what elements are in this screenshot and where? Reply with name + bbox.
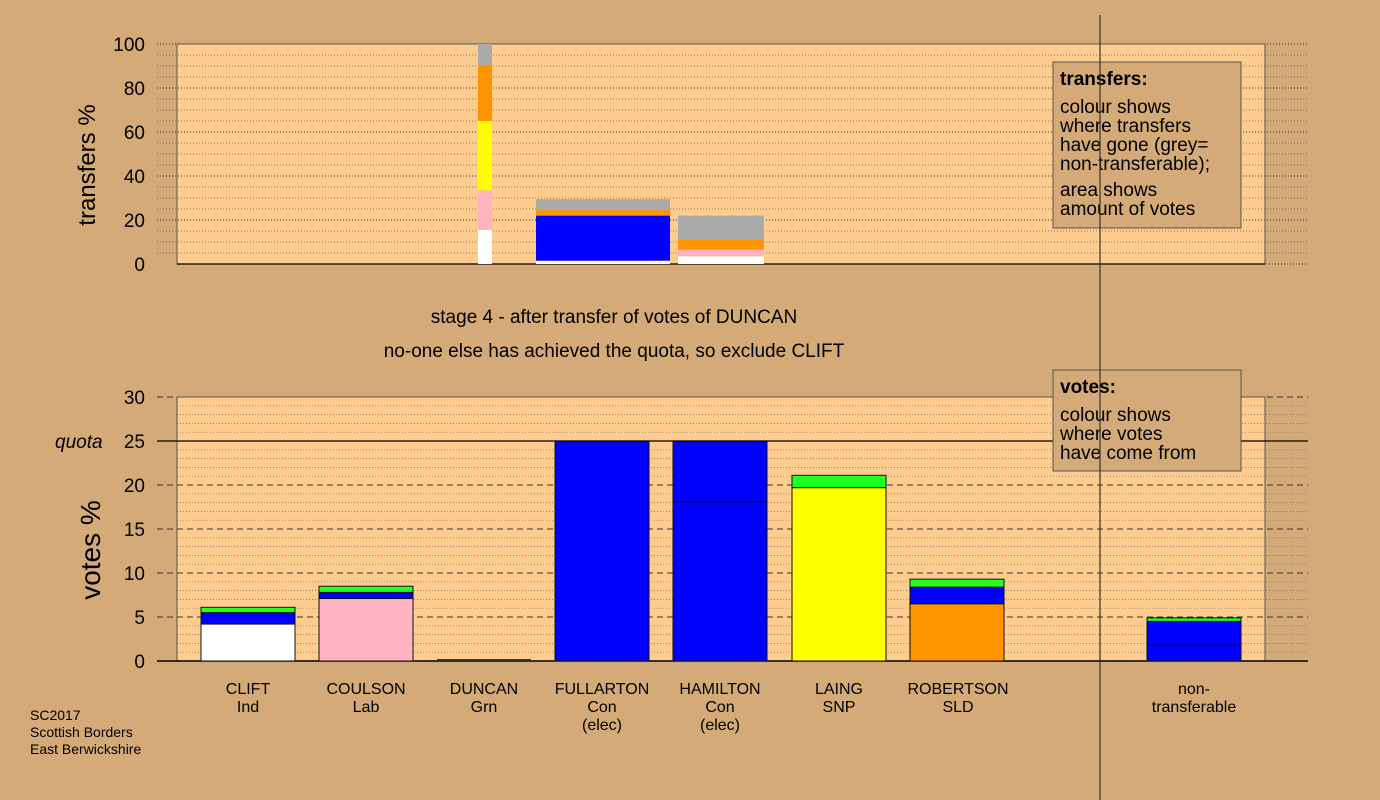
vote-segment-hamilton-blue [672,501,768,662]
candidate-party: Lab [353,699,380,716]
vote-segment-robertson-orange [909,603,1005,662]
transfers-legend-title: transfers: [1060,69,1148,90]
votes-tick-label-20: 20 [124,476,145,497]
candidate-status: (elec) [582,717,622,734]
votes-legend-line: where votes [1059,424,1162,445]
transfer-segment-hamilton-white [678,256,764,264]
quota-label: quota [55,432,103,453]
transfers-tick-label-100: 100 [113,35,145,56]
transfers-legend-line: have gone (grey= [1060,135,1208,156]
votes-tick-label-0: 0 [134,652,145,673]
transfer-segment-fullarton-white [536,260,670,264]
candidate-name: HAMILTON [679,681,760,698]
vote-segment-clift-green [200,606,296,614]
candidate-party: Con [705,699,734,716]
transfer-segment-fullarton-orange [536,210,670,216]
transfer-segment-duncan-grey [478,44,492,65]
candidate-status: (elec) [700,717,740,734]
candidate-name: CLIFT [226,681,271,698]
vote-segment-non-green [1146,617,1242,622]
candidate-name: LAING [815,681,863,698]
candidate-name: ROBERTSON [907,681,1008,698]
transfer-segment-duncan-pink [478,190,492,230]
votes-tick-label-15: 15 [124,520,145,541]
candidate-name: FULLARTON [555,681,650,698]
candidate-party: SLD [942,699,973,716]
votes-legend-line: have come from [1060,443,1196,464]
transfer-segment-hamilton-grey [678,215,764,240]
votes-legend-box [1052,369,1242,472]
footer-election: SC2017 [30,707,81,723]
vote-segment-robertson-green [909,578,1005,588]
candidate-party: Con [587,699,616,716]
transfers-legend-line: colour shows [1060,97,1171,118]
footer-council: Scottish Borders [30,724,133,740]
transfers-tick-label-80: 80 [124,79,145,100]
vote-segment-laing-yellow [791,487,887,662]
candidate-party: Grn [471,699,498,716]
vote-segment-non-blue [1146,644,1242,662]
transfers-legend-box [1052,61,1242,229]
transfers-legend-line: area shows [1060,180,1157,201]
vote-bar-empty-duncan [437,659,531,661]
votes-tick-label-30: 30 [124,388,145,409]
transfers-tick-label-0: 0 [134,255,145,276]
vote-segment-clift-white [200,623,296,662]
transfers-legend-line: amount of votes [1060,199,1195,220]
candidate-name: non- [1178,681,1210,698]
vote-segment-fullarton-blue [554,440,650,662]
vote-segment-laing-green [791,474,887,489]
vote-segment-robertson-blue [909,586,1005,605]
transfers-axis-label: transfers % [74,104,101,225]
vote-segment-non-blue [1146,620,1242,646]
vote-segment-coulson-green [318,585,414,593]
stage-decision: no-one else has achieved the quota, so e… [384,341,845,362]
candidate-party: transferable [1152,699,1237,716]
transfers-legend-line: where transfers [1059,116,1191,137]
candidate-name: COULSON [326,681,405,698]
transfer-segment-fullarton-grey [536,199,670,211]
transfer-segment-duncan-white [478,229,492,264]
transfers-tick-label-20: 20 [124,211,145,232]
votes-tick-label-10: 10 [124,564,145,585]
votes-axis-label: votes % [75,500,106,600]
vote-segment-hamilton-blue [672,440,768,503]
candidate-party: Ind [237,699,259,716]
transfers-tick-label-40: 40 [124,167,145,188]
stage-description: stage 4 - after transfer of votes of DUN… [431,307,797,328]
transfers-tick-label-60: 60 [124,123,145,144]
votes-tick-label-25: 25 [124,432,145,453]
candidate-name: DUNCAN [450,681,518,698]
vote-segment-coulson-pink [318,598,414,662]
transfer-segment-fullarton-blue [536,215,670,261]
transfer-segment-duncan-yellow [478,121,492,191]
footer-ward: East Berwickshire [30,741,141,757]
vote-segment-clift-blue [200,612,296,625]
candidate-party: SNP [823,699,856,716]
transfers-legend-line: non-transferable); [1060,154,1210,175]
votes-legend-title: votes: [1060,377,1116,398]
transfer-segment-duncan-orange [478,64,492,121]
votes-legend-line: colour shows [1060,405,1171,426]
transfer-segment-hamilton-pink [678,249,764,257]
vote-segment-coulson-blue [318,591,414,600]
votes-tick-label-5: 5 [134,608,145,629]
transfer-segment-hamilton-orange [678,239,764,250]
